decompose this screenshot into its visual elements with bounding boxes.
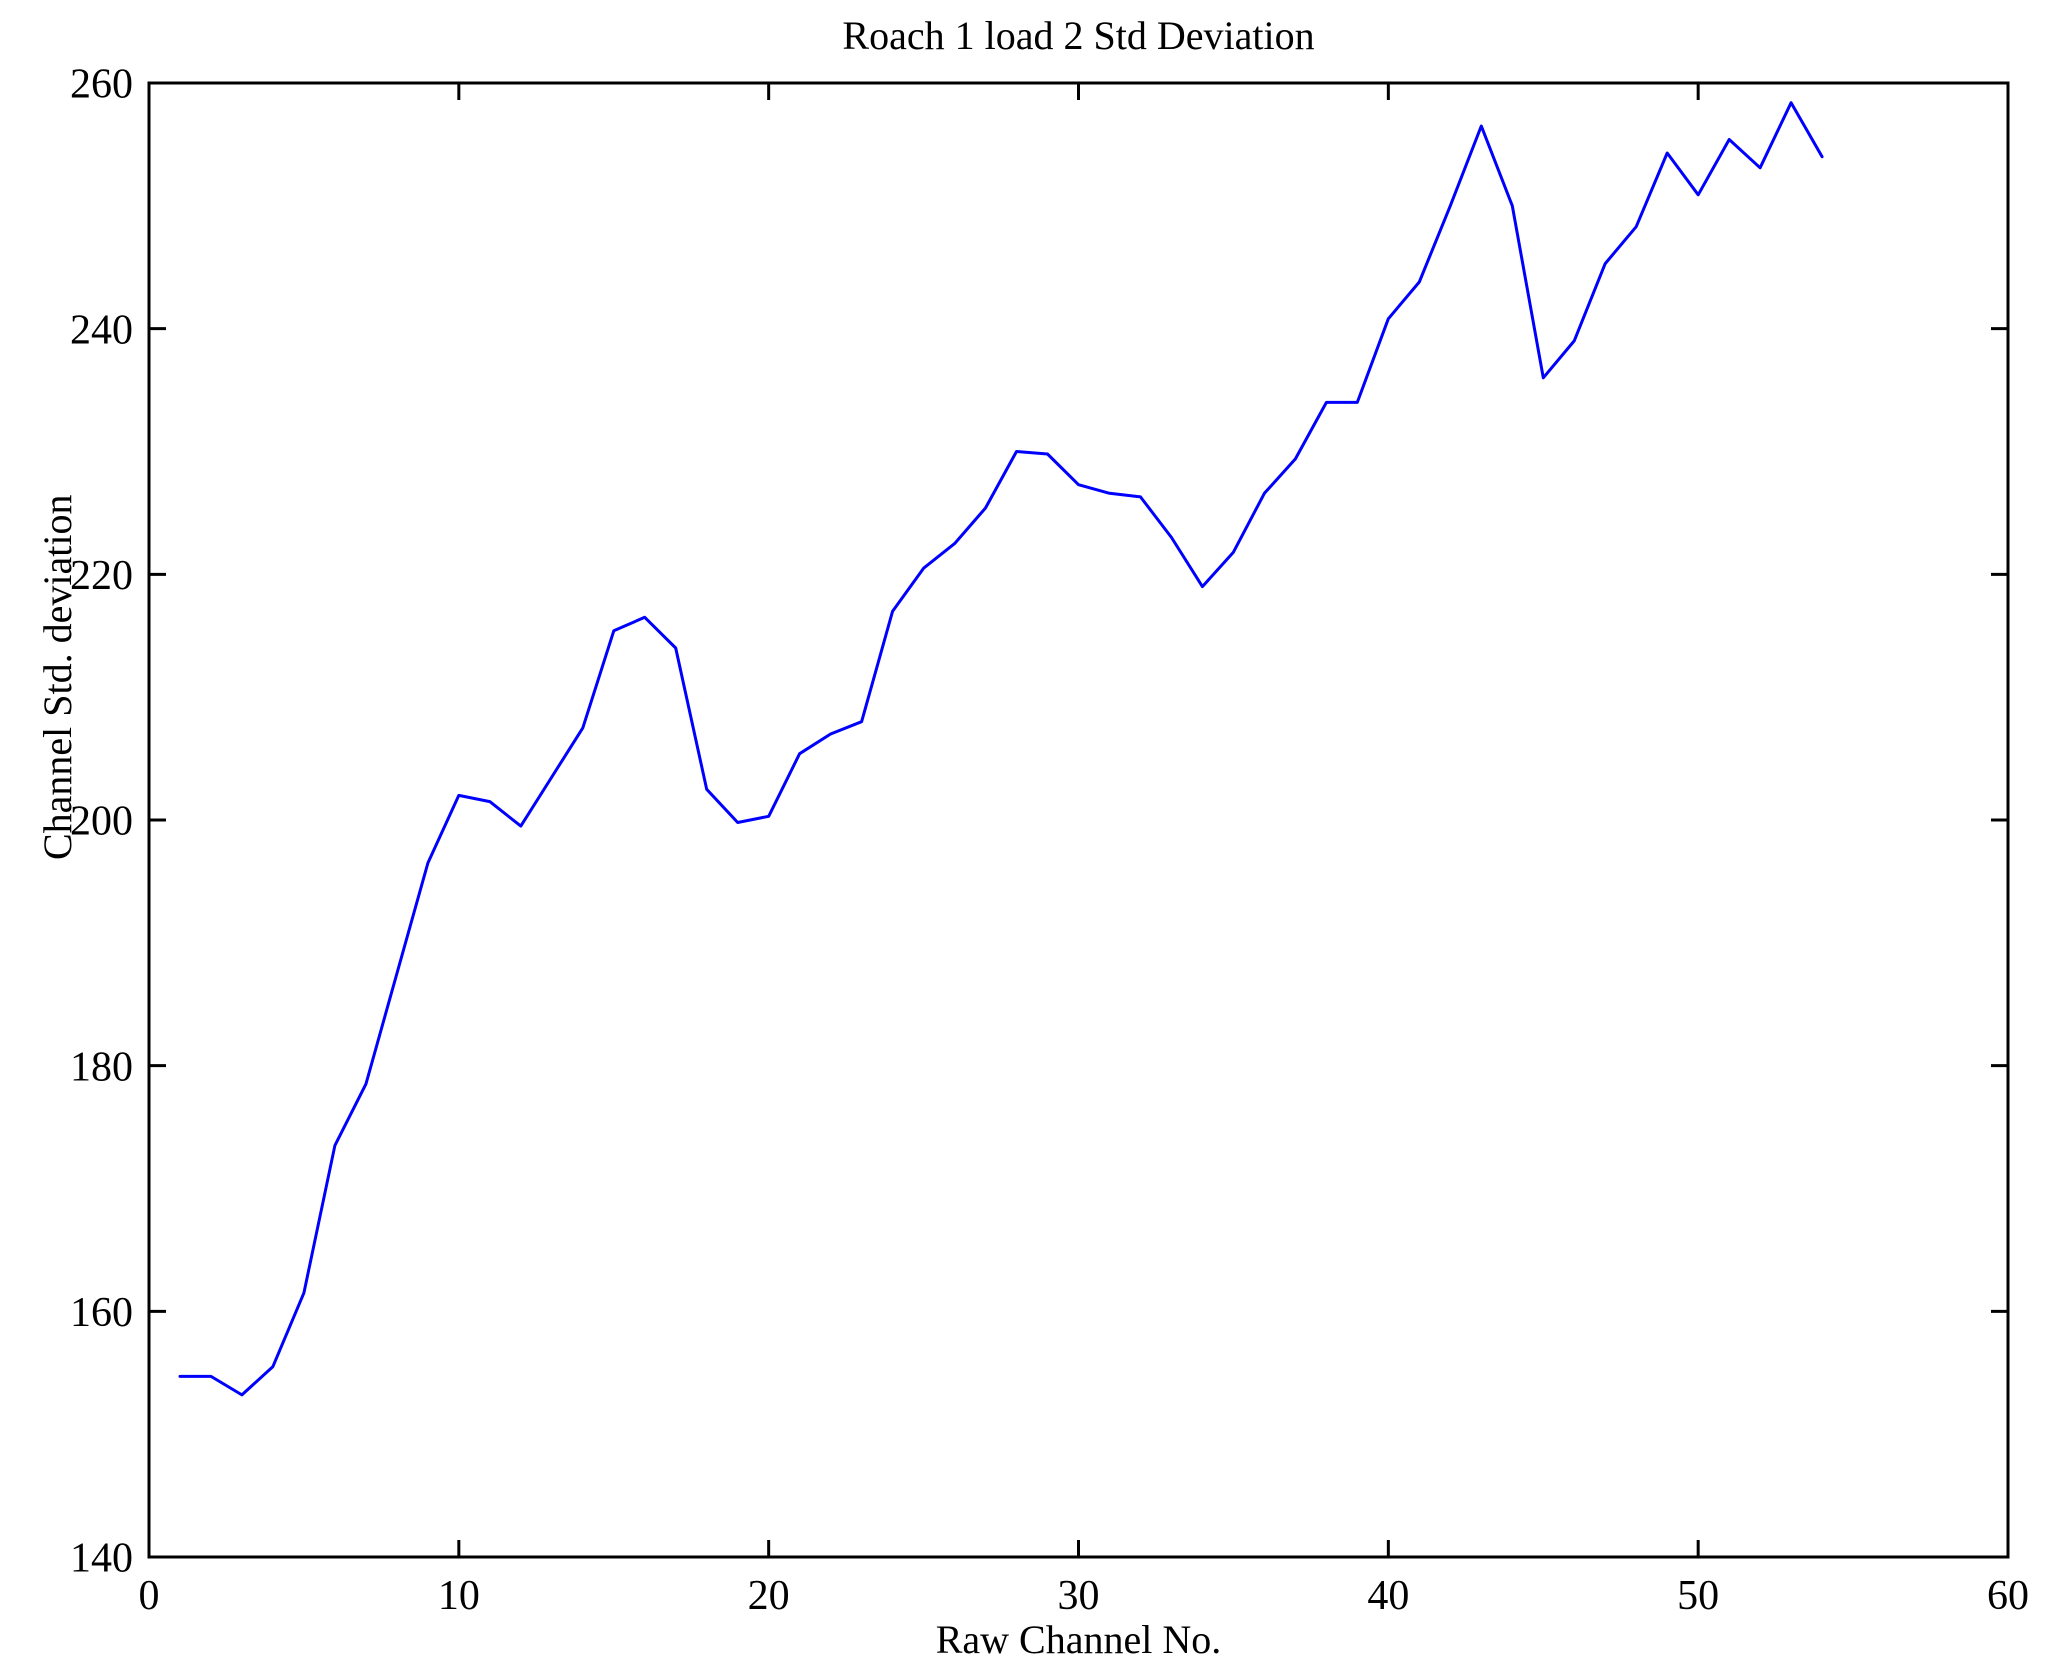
- y-tick-label: 260: [70, 62, 133, 108]
- x-tick-label: 50: [1677, 1573, 1719, 1619]
- x-axis-label: Raw Channel No.: [935, 1617, 1222, 1662]
- x-tick-label: 0: [139, 1573, 160, 1619]
- axis-ticks: [147, 81, 2010, 1559]
- x-tick-labels: 0 10 20 30 40 50 60: [139, 1573, 2030, 1619]
- data-series: [178, 101, 1824, 1397]
- x-tick-label: 60: [1987, 1573, 2029, 1619]
- y-tick-label: 220: [70, 553, 133, 599]
- x-tick-label: 10: [438, 1573, 480, 1619]
- chart-title: Roach 1 load 2 Std Deviation: [842, 13, 1315, 58]
- y-tick-labels: 140 160 180 200 220 240 260: [70, 62, 133, 1582]
- y-tick-label: 180: [70, 1044, 133, 1090]
- x-tick-label: 20: [748, 1573, 790, 1619]
- y-tick-label: 200: [70, 799, 133, 845]
- y-tick-label: 160: [70, 1290, 133, 1336]
- plot-border: [147, 81, 2010, 1559]
- y-tick-label: 140: [70, 1536, 133, 1582]
- axes-box: [147, 81, 2010, 1559]
- x-tick-label: 40: [1367, 1573, 1409, 1619]
- x-tick-label: 30: [1058, 1573, 1100, 1619]
- y-tick-label: 240: [70, 307, 133, 353]
- data-line-channel-std-deviation: [178, 101, 1824, 1397]
